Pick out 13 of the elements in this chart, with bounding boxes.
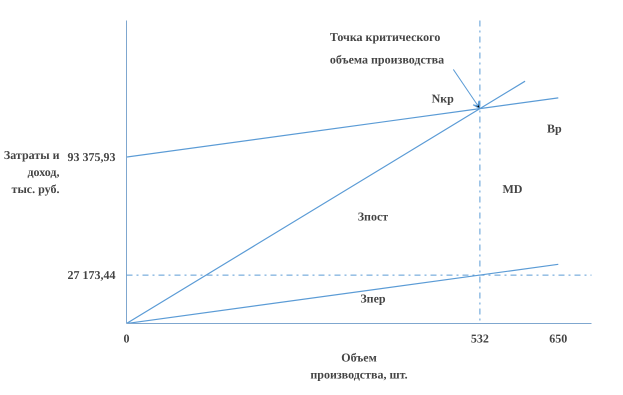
annotation: Зпер — [360, 291, 386, 306]
x-tick-label: 532 — [470, 332, 489, 346]
annotation: MD — [502, 182, 523, 196]
x-axis-title: Объем производства, шт. — [310, 350, 408, 382]
annotation: Точка критического объема производства — [330, 30, 444, 67]
x-tick-label: 650 — [549, 332, 568, 346]
y-tick-label: 27 173,44 — [68, 268, 116, 282]
annotation: Зпост — [358, 210, 388, 224]
x-tick-label: 0 — [124, 332, 130, 346]
annotation: Вр — [546, 122, 562, 136]
annotation: Nкр — [432, 91, 454, 106]
y-tick-label: 93 375,93 — [68, 150, 116, 164]
y-axis-title: Затраты и доход, тыс. руб. — [4, 148, 60, 196]
